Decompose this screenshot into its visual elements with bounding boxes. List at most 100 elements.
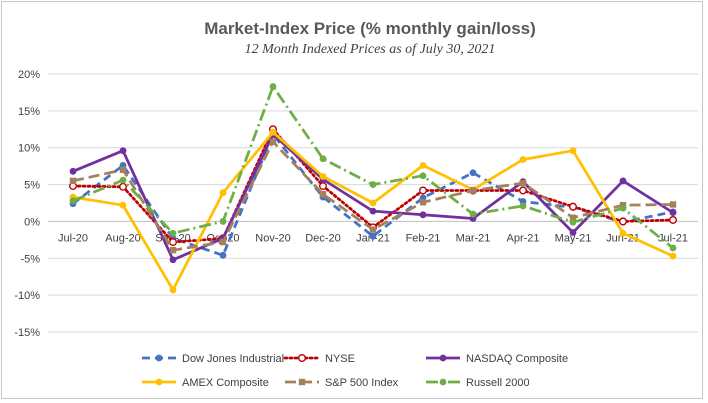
data-point: [219, 238, 227, 246]
chart-subtitle: 12 Month Indexed Prices as of July 30, 2…: [245, 42, 496, 57]
data-point: [69, 197, 77, 205]
data-point: [319, 173, 327, 180]
y-tick-label: 0%: [24, 216, 40, 228]
data-point: [619, 177, 627, 185]
x-tick-label: Aug-20: [105, 232, 140, 244]
data-point: [219, 218, 227, 225]
data-point: [69, 167, 77, 175]
legend-item: S&P 500 Index: [285, 377, 399, 389]
data-point: [169, 286, 177, 294]
data-point: [319, 190, 327, 198]
chart-frame: Market-Index Price (% monthly gain/loss)…: [1, 1, 703, 399]
x-tick-label: Dec-20: [305, 232, 340, 244]
data-point: [569, 218, 577, 226]
legend-marker: [439, 378, 447, 386]
data-point: [619, 229, 627, 237]
data-point: [419, 211, 427, 219]
x-tick-label: Jun-21: [606, 232, 640, 244]
data-point: [669, 244, 677, 252]
data-point: [269, 138, 277, 146]
data-point: [319, 182, 328, 191]
data-point: [319, 155, 327, 163]
legend: Dow Jones Industrial NYSE NASDAQ Composite…: [142, 353, 568, 389]
data-point: [369, 181, 377, 188]
legend-item: Russell 2000: [426, 377, 530, 389]
legend-label: NASDAQ Composite: [466, 353, 568, 365]
legend-item: NASDAQ Composite: [426, 353, 568, 365]
legend-item: Dow Jones Industrial: [142, 353, 284, 365]
data-point: [369, 207, 377, 215]
data-point: [419, 162, 427, 169]
data-point: [119, 201, 127, 209]
data-point: [169, 229, 177, 237]
x-tick-label: Apr-21: [506, 232, 539, 244]
data-point: [669, 201, 677, 208]
y-tick-label: 15%: [18, 106, 40, 118]
y-tick-label: -15%: [14, 327, 40, 339]
x-tick-label: Mar-21: [456, 232, 491, 244]
data-point: [219, 189, 227, 197]
line-chart: Market-Index Price (% monthly gain/loss)…: [14, 19, 698, 389]
data-point: [569, 202, 578, 211]
chart-title: Market-Index Price (% monthly gain/loss): [204, 19, 536, 38]
data-point: [269, 83, 277, 90]
legend-marker: [439, 354, 447, 362]
data-point: [369, 226, 377, 233]
data-point: [519, 156, 527, 163]
data-point: [669, 209, 677, 216]
data-point: [169, 246, 177, 254]
data-point: [469, 169, 477, 177]
legend-label: S&P 500 Index: [325, 377, 399, 389]
legend-label: Russell 2000: [466, 377, 530, 389]
data-point: [469, 210, 477, 218]
legend-label: NYSE: [325, 353, 355, 365]
y-tick-label: -5%: [20, 253, 40, 265]
data-point: [519, 186, 528, 195]
series-group: [68, 83, 678, 294]
data-point: [419, 172, 427, 180]
legend-marker: [155, 378, 163, 386]
data-point: [119, 166, 127, 174]
data-point: [419, 199, 427, 206]
data-point: [369, 199, 377, 207]
y-tick-label: 20%: [18, 69, 40, 81]
y-tick-label: 10%: [18, 143, 40, 155]
data-point: [619, 204, 627, 212]
legend-marker: [298, 354, 307, 363]
legend-item: AMEX Composite: [142, 377, 269, 389]
data-point: [519, 179, 527, 187]
data-point: [669, 252, 677, 260]
data-point: [169, 256, 177, 264]
y-axis-ticks: 20% 15% 10% 5% 0% -5% -10% -15%: [14, 69, 40, 339]
data-point: [69, 177, 77, 185]
legend-label: Dow Jones Industrial: [182, 353, 284, 365]
y-tick-label: -10%: [14, 290, 40, 302]
data-point: [569, 214, 577, 221]
x-tick-label: Jul-20: [58, 232, 88, 244]
data-point: [269, 128, 277, 136]
legend-item: NYSE: [283, 353, 355, 365]
data-point: [118, 182, 127, 191]
series-russell-2000: [69, 83, 677, 252]
legend-label: AMEX Composite: [182, 377, 269, 389]
data-point: [619, 217, 628, 226]
data-point: [119, 176, 127, 184]
x-tick-label: Jul-21: [658, 232, 688, 244]
legend-marker: [155, 354, 163, 362]
data-point: [669, 215, 678, 224]
data-point: [519, 202, 527, 210]
x-tick-label: Nov-20: [255, 232, 290, 244]
y-tick-label: 5%: [24, 180, 40, 192]
data-point: [219, 251, 227, 259]
data-point: [419, 186, 428, 195]
x-tick-label: Feb-21: [406, 232, 441, 244]
data-point: [369, 232, 377, 240]
data-point: [469, 187, 477, 194]
data-point: [119, 147, 127, 155]
series-amex-composite: [69, 128, 677, 294]
data-point: [168, 238, 177, 247]
legend-marker: [298, 378, 306, 386]
data-point: [569, 229, 577, 236]
data-point: [569, 147, 577, 155]
x-tick-label: May-21: [555, 232, 592, 244]
